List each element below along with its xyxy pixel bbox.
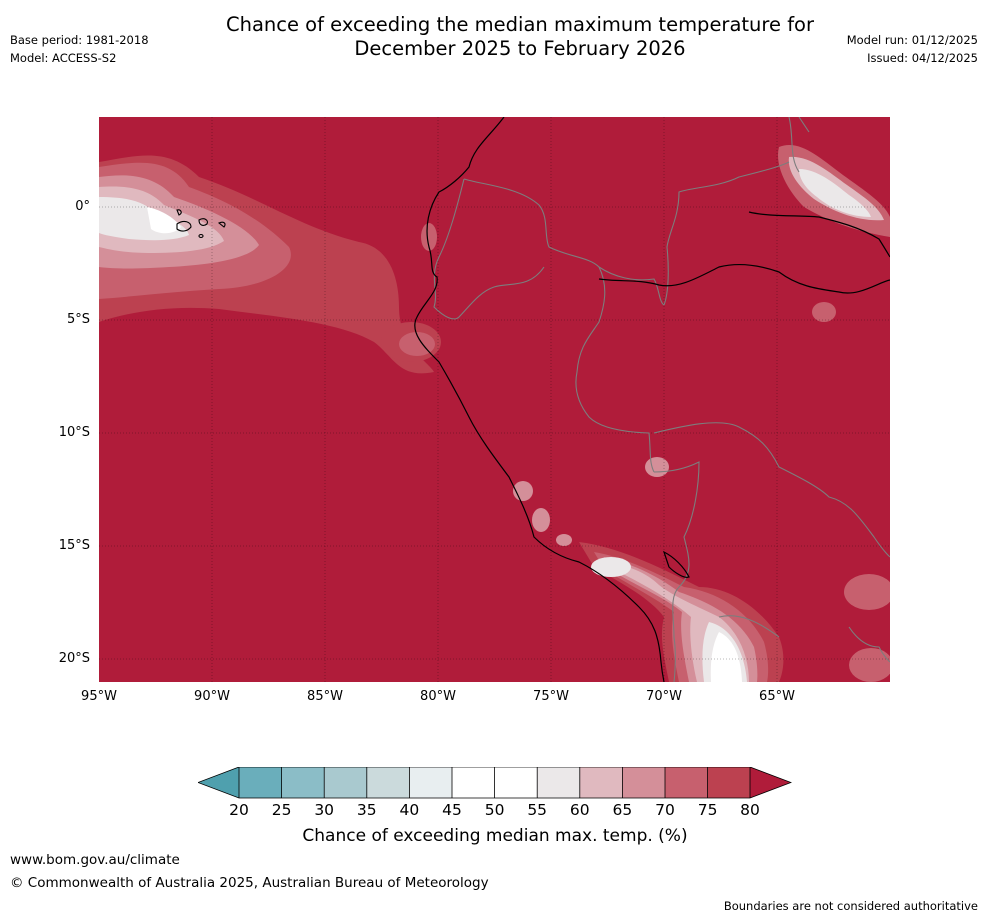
coastal-patch-ecuador xyxy=(421,223,437,251)
lake-titicaca xyxy=(662,550,690,578)
legend-tick-30: 30 xyxy=(314,801,335,819)
amazon-ne-plume-55 xyxy=(799,169,871,217)
legend-tick-50: 50 xyxy=(484,801,505,819)
lon-label-80w: 80°W xyxy=(420,689,456,704)
model-text: Model: ACCESS-S2 xyxy=(10,51,117,65)
footer-disclaimer: Boundaries are not considered authoritat… xyxy=(723,899,978,913)
legend-tick-40: 40 xyxy=(399,801,420,819)
legend-swatch-20-25 xyxy=(239,767,282,798)
altiplano-region-50 xyxy=(710,632,742,682)
map-title-line2: December 2025 to February 2026 xyxy=(354,37,686,60)
legend-tick-75: 75 xyxy=(697,801,718,819)
legend-tick-80: 80 xyxy=(740,801,760,819)
footer-copyright: © Commonwealth of Australia 2025, Austra… xyxy=(10,875,489,891)
country-borders xyxy=(433,117,890,682)
legend-tick-55: 55 xyxy=(527,801,548,819)
legend-tick-45: 45 xyxy=(442,801,462,819)
lat-label-15s: 15°S xyxy=(58,538,90,553)
legend-colorbar xyxy=(196,766,793,805)
coastlines xyxy=(414,117,890,682)
map-title-line1: Chance of exceeding the median maximum t… xyxy=(225,13,815,36)
lon-label-90w: 90°W xyxy=(194,689,230,704)
legend-swatch-40-45 xyxy=(409,767,452,798)
legend-tick-20: 20 xyxy=(229,801,249,819)
lat-label-10s: 10°S xyxy=(58,425,90,440)
issued-text: Issued: 04/12/2025 xyxy=(867,51,978,65)
paraguay-patch-south xyxy=(849,648,890,682)
legend-swatch-50-55 xyxy=(494,767,538,798)
legend-swatch-70-75 xyxy=(665,767,708,798)
footer-url: www.bom.gov.au/climate xyxy=(10,852,180,868)
legend-swatch-below-20 xyxy=(198,767,239,798)
legend-swatch-75-80 xyxy=(707,767,750,798)
legend-swatch-35-40 xyxy=(366,767,410,798)
lat-label-20s: 20°S xyxy=(58,651,90,666)
model-run-text: Model run: 01/12/2025 xyxy=(846,33,978,47)
legend-tick-60: 60 xyxy=(569,801,590,819)
legend-title: Chance of exceeding median max. temp. (%… xyxy=(302,826,688,846)
header-meta-left: Base period: 1981-2018 Model: ACCESS-S2 xyxy=(10,31,149,67)
legend-tick-25: 25 xyxy=(271,801,292,819)
legend-swatch-above-80 xyxy=(750,767,791,798)
legend-swatch-30-35 xyxy=(324,767,367,798)
coastal-patch-peru-north-70 xyxy=(399,332,435,356)
lon-label-70w: 70°W xyxy=(646,689,682,704)
legend-swatch-60-65 xyxy=(579,767,623,798)
lon-label-75w: 75°W xyxy=(533,689,569,704)
legend-tick-70: 70 xyxy=(655,801,675,819)
andes-patch-4 xyxy=(645,457,669,477)
map-title: Chance of exceeding the median maximum t… xyxy=(150,13,890,61)
andes-patch-3 xyxy=(556,534,572,546)
lon-label-95w: 95°W xyxy=(81,689,117,704)
lon-label-85w: 85°W xyxy=(307,689,343,704)
legend-swatch-45-50 xyxy=(452,767,495,798)
legend-swatch-55-60 xyxy=(537,767,580,798)
forecast-map xyxy=(99,117,890,682)
amazon-patch-east xyxy=(812,302,836,322)
amazon-river xyxy=(598,263,890,294)
amazon-river-coast xyxy=(748,211,890,258)
map-gridlines xyxy=(99,117,890,682)
base-period-text: Base period: 1981-2018 xyxy=(10,33,149,47)
lat-label-0: 0° xyxy=(75,199,90,214)
andes-patch-2 xyxy=(532,508,550,532)
southern-peru-coast-patch xyxy=(591,557,631,577)
legend-swatch-65-70 xyxy=(622,767,665,798)
lon-label-65w: 65°W xyxy=(759,689,795,704)
legend-tick-65: 65 xyxy=(612,801,633,819)
header-meta-right: Model run: 01/12/2025 Issued: 04/12/2025 xyxy=(847,31,978,67)
legend-tick-35: 35 xyxy=(356,801,377,819)
lat-label-5s: 5°S xyxy=(66,312,90,327)
galapagos-islands xyxy=(176,209,226,239)
paraguay-patch xyxy=(844,574,890,610)
pacific-coastline xyxy=(414,117,665,682)
legend-swatch-25-30 xyxy=(281,767,325,798)
pacific-plume-50 xyxy=(147,207,181,234)
